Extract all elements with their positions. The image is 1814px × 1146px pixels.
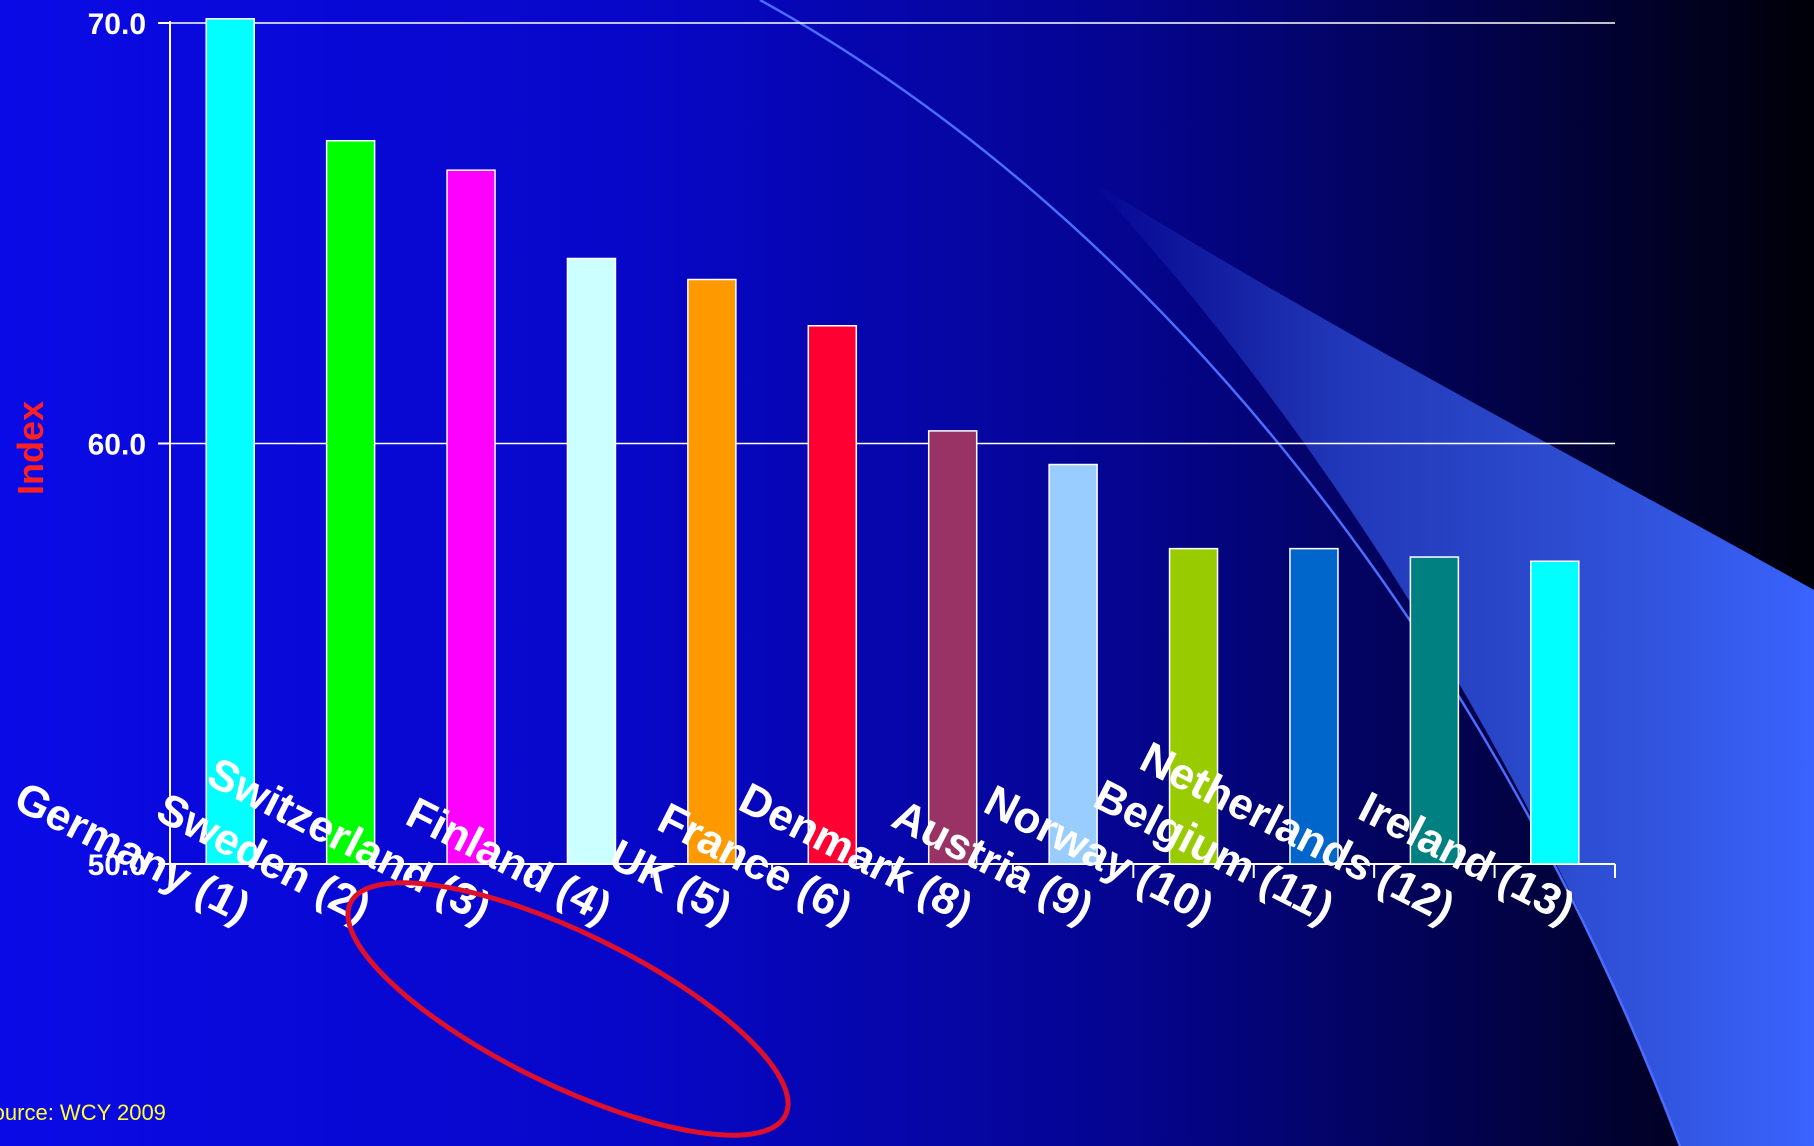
bar-3 (446, 169, 496, 865)
bar-2 (325, 139, 376, 865)
highlight-ellipse (345, 880, 791, 1138)
bar-10 (1289, 547, 1339, 865)
bar-8 (1048, 463, 1098, 865)
decorative-arc-line (759, 0, 1682, 1146)
y-tick-label: 50.0 (88, 849, 146, 882)
y-axis-label: Index (10, 401, 51, 495)
bar-7 (927, 430, 978, 865)
bar-4 (566, 257, 617, 865)
bar-11 (1409, 556, 1460, 865)
y-tick-label: 60.0 (88, 429, 146, 462)
bar-12 (1530, 560, 1580, 865)
bar-5 (687, 278, 737, 865)
bar-9 (1168, 547, 1219, 865)
y-tick-label: 70.0 (88, 8, 146, 41)
bar-1 (205, 18, 255, 865)
source-note: Source: WCY 2009 (0, 1100, 166, 1125)
bar-6 (807, 325, 858, 865)
